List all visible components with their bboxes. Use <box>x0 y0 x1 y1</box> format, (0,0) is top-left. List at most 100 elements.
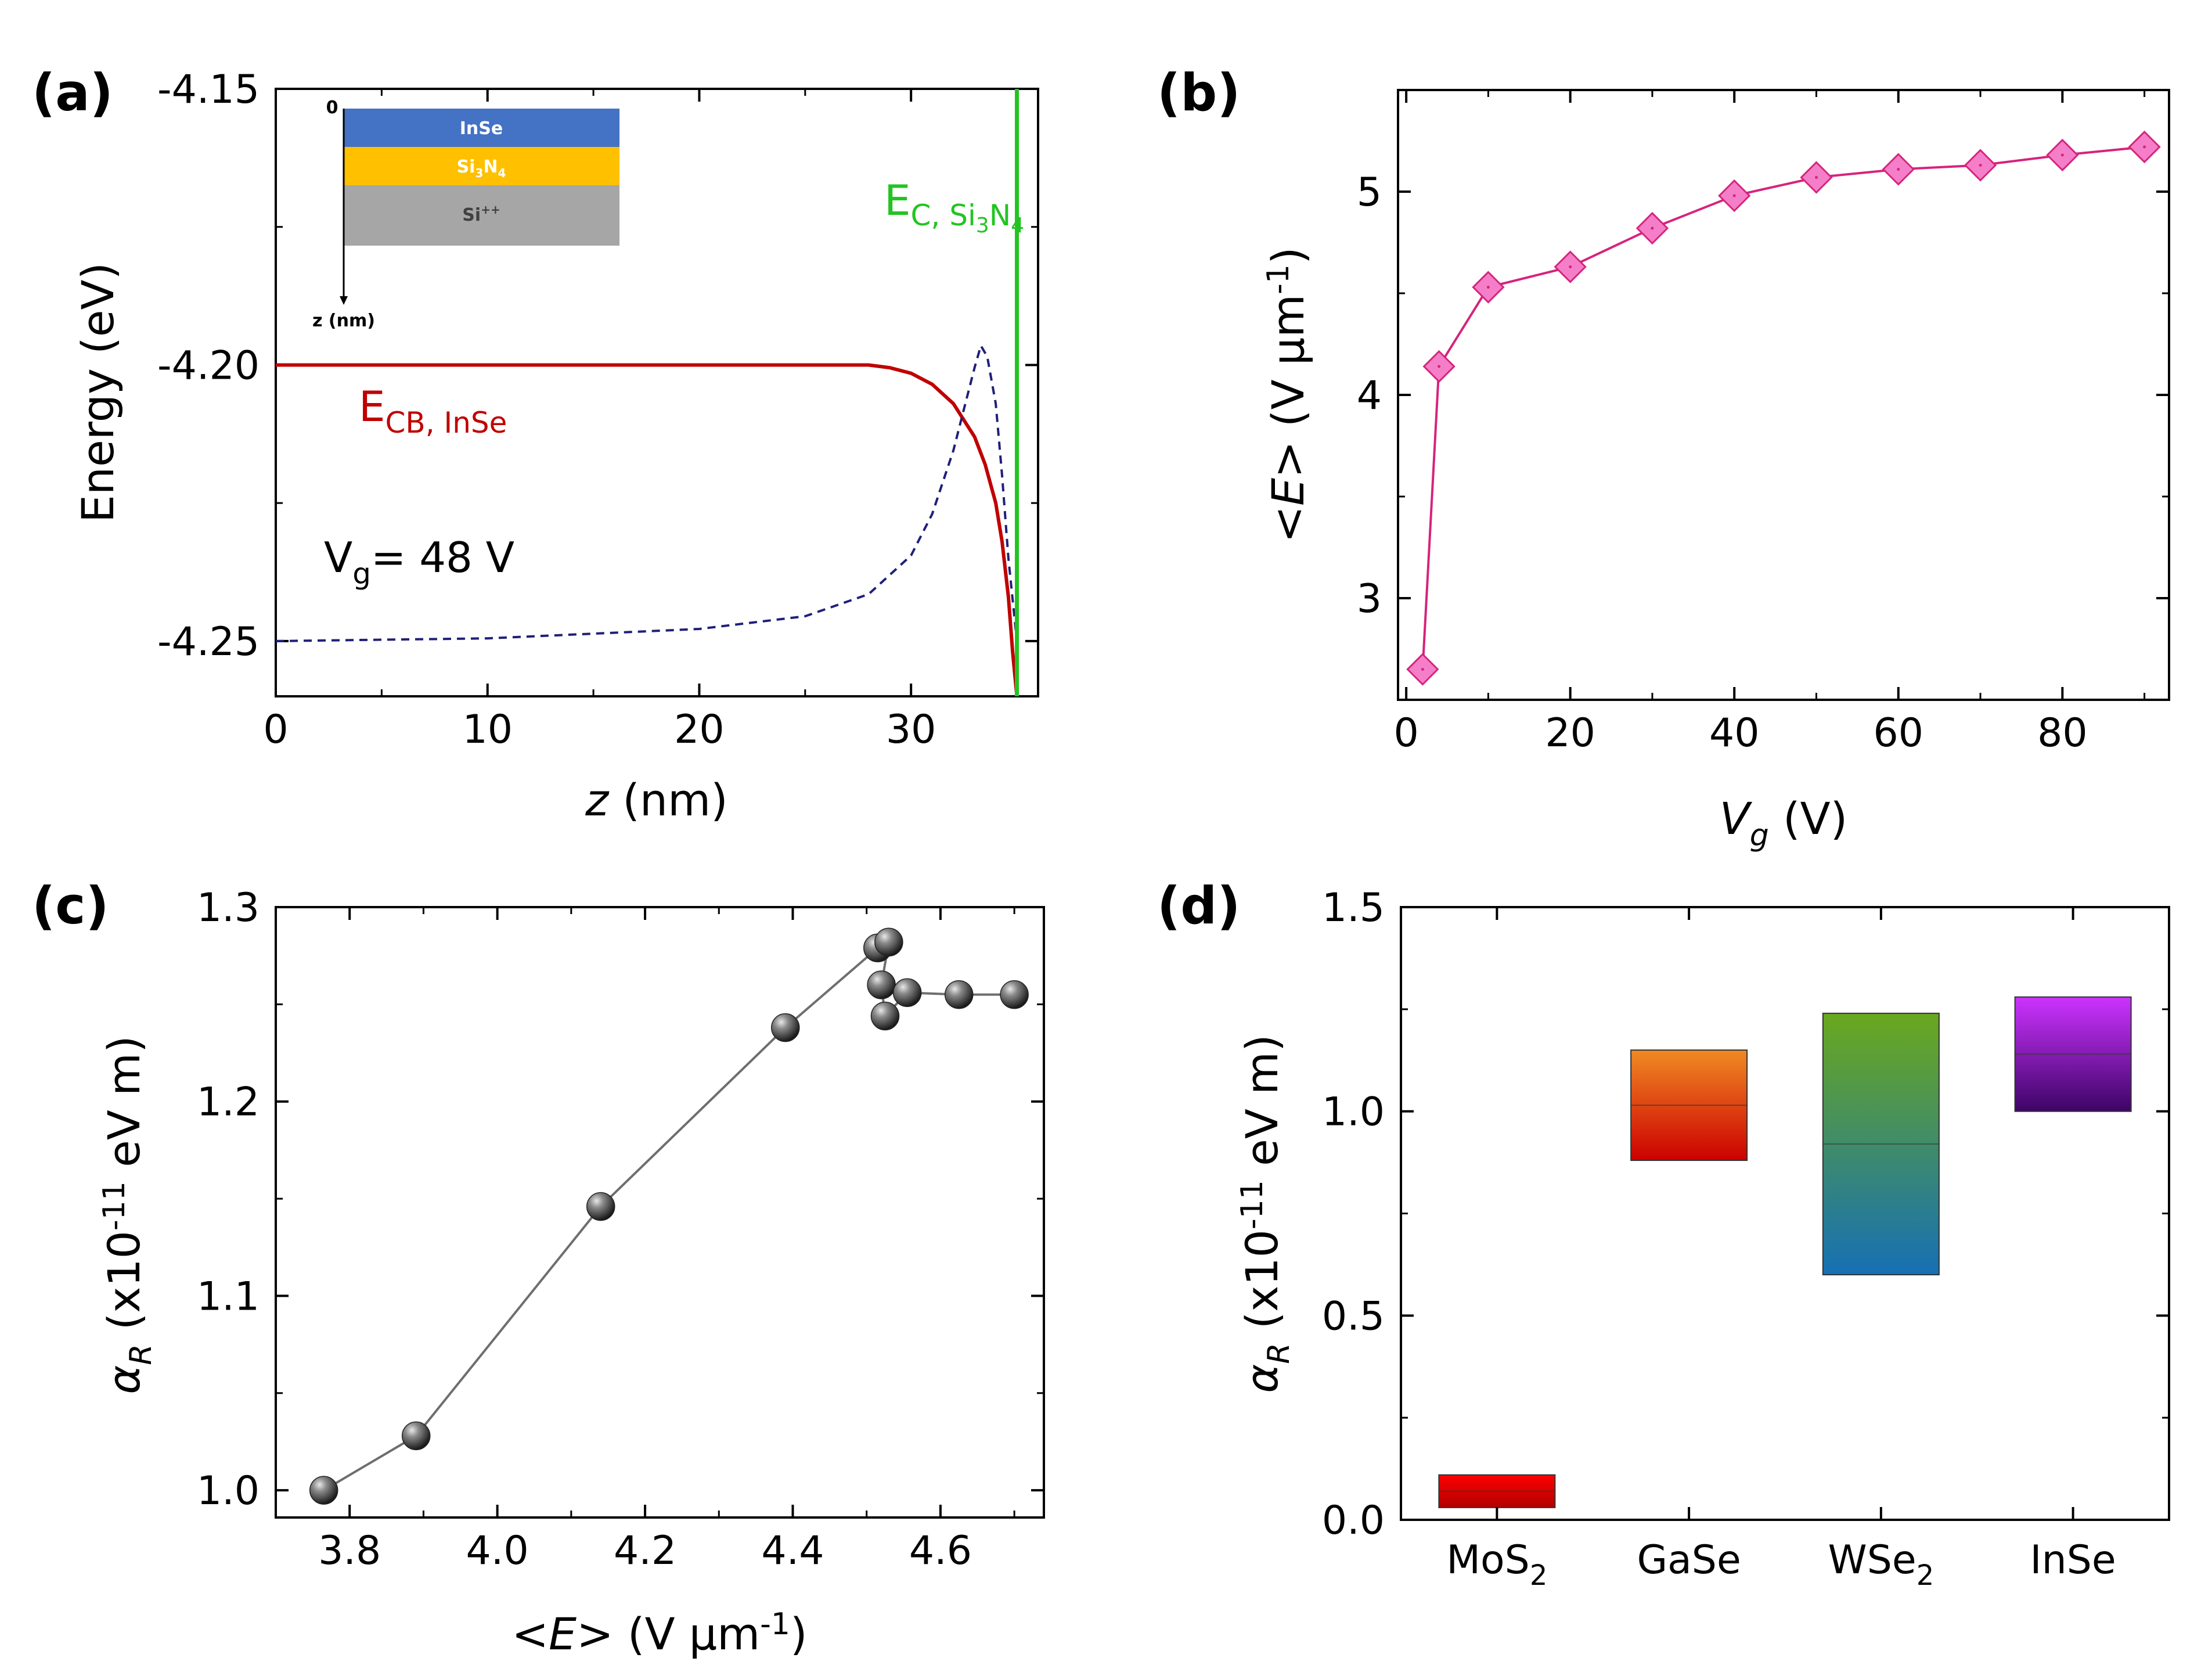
panel-b-series <box>1406 130 2161 686</box>
panel-b-ytick-label: 4 <box>1357 373 1382 419</box>
panel-c-point <box>867 970 896 999</box>
panel-b-point-center <box>1438 365 1441 368</box>
panel-b-label: (b) <box>1157 63 1240 123</box>
panel-c-xtick-label: 4.4 <box>761 1528 824 1574</box>
panel-c-ytick-label: 1.3 <box>197 885 260 931</box>
ec-si3n4-label: EC, Si3N4 <box>884 176 1024 238</box>
panel-c-xtick-label: 4.2 <box>614 1528 676 1574</box>
panel-a-xlabel: z (nm) <box>585 774 728 826</box>
panel-c-point <box>1000 980 1029 1009</box>
panel-d-ytick-label: 1.5 <box>1322 885 1385 931</box>
panel-d-label: (d) <box>1157 876 1240 936</box>
panel-b-point-center <box>1651 226 1654 230</box>
panel-d-ytick-label: 1.0 <box>1322 1089 1385 1135</box>
panel-a-inset: InSe Si3N4 Si++ 0 z (nm) <box>312 98 619 331</box>
panel-d-category-label: MoS2 <box>1446 1537 1547 1592</box>
panel-a-label: (a) <box>32 63 113 123</box>
inset-origin-label: 0 <box>326 98 338 118</box>
ecb-label: ECB, InSe <box>359 382 507 440</box>
panel-c-xtick-label: 4.0 <box>466 1528 529 1574</box>
panel-c-series <box>309 927 1029 1505</box>
panel-b-ylabel: <E> (V µm-1) <box>1261 247 1314 542</box>
panel-a-frame <box>275 88 1039 697</box>
panel-b-point-center <box>2060 153 2064 157</box>
panel-a-ylabel: Energy (eV) <box>72 262 124 523</box>
panel-a-xtick-label: 10 <box>462 707 513 753</box>
panel-c-xtick-label: 3.8 <box>318 1528 381 1574</box>
panel-c-frame <box>275 906 1045 1519</box>
vg-label: Vg= 48 V <box>324 533 514 591</box>
panel-b-series-line <box>1421 146 2145 670</box>
panel-c-point <box>870 1001 900 1031</box>
panel-d: (d) 0.0 0.5 1.0 1.5 MoS2 GaSe WSe2 InSe αR (x1… <box>1157 876 2170 1592</box>
panel-d-ylabel: αR (x10-11 eV m) <box>1235 1034 1296 1393</box>
panel-a-xtick-label: 20 <box>674 707 725 753</box>
panel-c-point <box>586 1192 615 1221</box>
panel-b-point-center <box>1569 265 1572 268</box>
inset-label-inse: InSe <box>460 118 503 139</box>
panel-c-xticks: 3.8 4.0 4.2 4.4 4.6 <box>318 907 1015 1574</box>
panel-b-xtick-label: 40 <box>1709 710 1760 756</box>
inset-z-label: z (nm) <box>312 311 375 331</box>
panel-b-xticks: 0 20 40 60 80 <box>1393 90 2146 756</box>
panel-b-point-center <box>1897 168 1900 171</box>
inset-label-si: Si++ <box>462 203 500 225</box>
panel-a-ytick-label: -4.20 <box>157 343 260 389</box>
panel-a: (a) -4.15 -4.20 -4.25 0 10 20 30 Energy (eV) … <box>32 63 1039 826</box>
panel-c-ytick-label: 1.1 <box>197 1274 260 1319</box>
panel-c-xtick-label: 4.6 <box>909 1528 972 1574</box>
panel-a-series <box>275 89 1019 697</box>
panel-b-xtick-label: 0 <box>1393 710 1418 756</box>
panel-b-point-center <box>1421 668 1424 671</box>
panel-a-xtick-label: 0 <box>263 707 288 753</box>
panel-a-xtick-label: 30 <box>886 707 936 753</box>
panel-b-xtick-label: 80 <box>2037 710 2088 756</box>
panel-d-category-label: GaSe <box>1637 1537 1741 1583</box>
panel-c-point <box>309 1476 338 1505</box>
panel-c-point <box>944 980 974 1009</box>
panel-b-xtick-label: 60 <box>1874 710 1924 756</box>
panel-b-point-center <box>1815 176 1818 179</box>
panel-d-yticks: 0.0 0.5 1.0 1.5 <box>1322 885 2169 1544</box>
panel-a-xticks: 0 10 20 30 <box>263 89 1018 753</box>
inset-z-arrow <box>340 296 348 305</box>
panel-a-ytick-label: -4.25 <box>157 619 260 665</box>
panel-c: (c) 1.0 1.1 1.2 1.3 3.8 4.0 4.2 4.4 4.6 αR (x10… <box>32 876 1045 1660</box>
panel-d-ytick-label: 0.0 <box>1322 1498 1385 1544</box>
panel-d-bars: MoS2 GaSe WSe2 InSe <box>1438 907 2132 1592</box>
panel-a-yticks: -4.15 -4.20 -4.25 <box>157 67 1038 665</box>
inset-label-si3n4: Si3N4 <box>457 157 506 180</box>
panel-c-point <box>874 927 903 956</box>
panel-b-point-center <box>1486 286 1490 289</box>
inset-layer-inse <box>344 109 619 147</box>
panel-c-yticks: 1.0 1.1 1.2 1.3 <box>197 885 1044 1514</box>
panel-c-point <box>401 1421 431 1451</box>
panel-d-category-label: InSe <box>2030 1537 2116 1583</box>
panel-b-point-center <box>2143 145 2146 149</box>
panel-b-xtick-label: 20 <box>1545 710 1595 756</box>
panel-c-point <box>892 978 922 1008</box>
ecb-series-line <box>276 363 1019 697</box>
panel-c-ytick-label: 1.2 <box>197 1080 260 1125</box>
panel-c-point <box>771 1013 800 1042</box>
panel-b-plot: 3 4 5 0 20 40 60 80 <E> (V µm-1) Vg (V) <box>1261 89 2170 853</box>
panel-b-xlabel: Vg (V) <box>1720 793 1847 853</box>
panel-b-frame <box>1397 89 2170 701</box>
panel-b-ytick-label: 5 <box>1357 170 1382 215</box>
inset-layer-si3n4 <box>344 147 619 185</box>
panel-a-plot: -4.15 -4.20 -4.25 0 10 20 30 Energy (eV) z (n… <box>72 67 1039 826</box>
panel-d-plot: 0.0 0.5 1.0 1.5 MoS2 GaSe WSe2 InSe αR (x10-11… <box>1235 885 2170 1592</box>
panel-c-ytick-label: 1.0 <box>197 1468 260 1514</box>
panel-b: (b) 3 4 5 0 20 40 60 80 <E> (V µm-1) Vg (V) <box>1157 63 2170 853</box>
panel-a-ytick-label: -4.15 <box>157 67 260 113</box>
dashed-series-line <box>275 343 1018 642</box>
panel-b-point-center <box>1979 164 1982 167</box>
panel-c-series-line <box>323 940 1015 1491</box>
panel-c-plot: 1.0 1.1 1.2 1.3 3.8 4.0 4.2 4.4 4.6 αR (x10-11 … <box>97 885 1045 1660</box>
panel-b-point-center <box>1732 194 1736 197</box>
panel-c-xlabel: <E> (V µm-1) <box>511 1607 807 1660</box>
panel-d-ytick-label: 0.5 <box>1322 1293 1385 1339</box>
panel-d-category-label: WSe2 <box>1828 1537 1934 1592</box>
panel-c-label: (c) <box>32 876 109 936</box>
